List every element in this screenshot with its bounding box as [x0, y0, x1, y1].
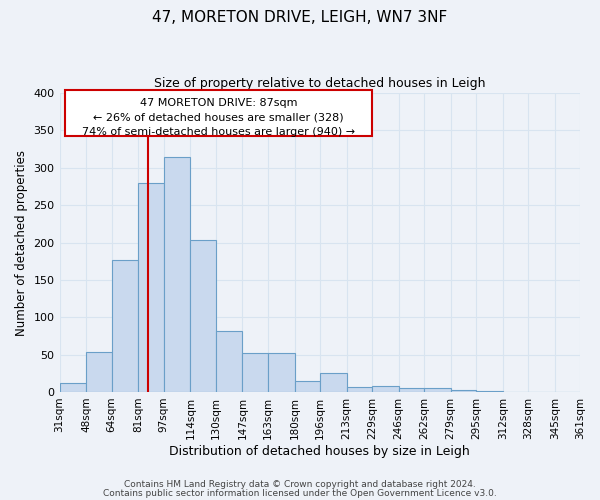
Bar [164, 156, 190, 392]
Bar [112, 260, 139, 392]
Bar [139, 182, 164, 392]
Bar [476, 391, 503, 392]
Text: Contains public sector information licensed under the Open Government Licence v3: Contains public sector information licen… [103, 489, 497, 498]
Bar [242, 353, 268, 392]
Bar [86, 352, 112, 392]
Bar [295, 380, 320, 392]
FancyBboxPatch shape [65, 90, 372, 136]
Bar [59, 383, 86, 392]
Bar [424, 388, 451, 392]
Text: Contains HM Land Registry data © Crown copyright and database right 2024.: Contains HM Land Registry data © Crown c… [124, 480, 476, 489]
Text: 74% of semi-detached houses are larger (940) →: 74% of semi-detached houses are larger (… [82, 128, 355, 138]
Text: ← 26% of detached houses are smaller (328): ← 26% of detached houses are smaller (32… [93, 112, 344, 122]
Bar [190, 240, 215, 392]
Y-axis label: Number of detached properties: Number of detached properties [15, 150, 28, 336]
Text: 47, MORETON DRIVE, LEIGH, WN7 3NF: 47, MORETON DRIVE, LEIGH, WN7 3NF [152, 10, 448, 25]
Text: 47 MORETON DRIVE: 87sqm: 47 MORETON DRIVE: 87sqm [140, 98, 297, 108]
Bar [398, 388, 424, 392]
Bar [215, 332, 242, 392]
Title: Size of property relative to detached houses in Leigh: Size of property relative to detached ho… [154, 78, 485, 90]
Bar [347, 386, 372, 392]
X-axis label: Distribution of detached houses by size in Leigh: Distribution of detached houses by size … [169, 444, 470, 458]
Bar [372, 386, 398, 392]
Bar [320, 374, 347, 392]
Bar [268, 353, 295, 392]
Bar [451, 390, 476, 392]
